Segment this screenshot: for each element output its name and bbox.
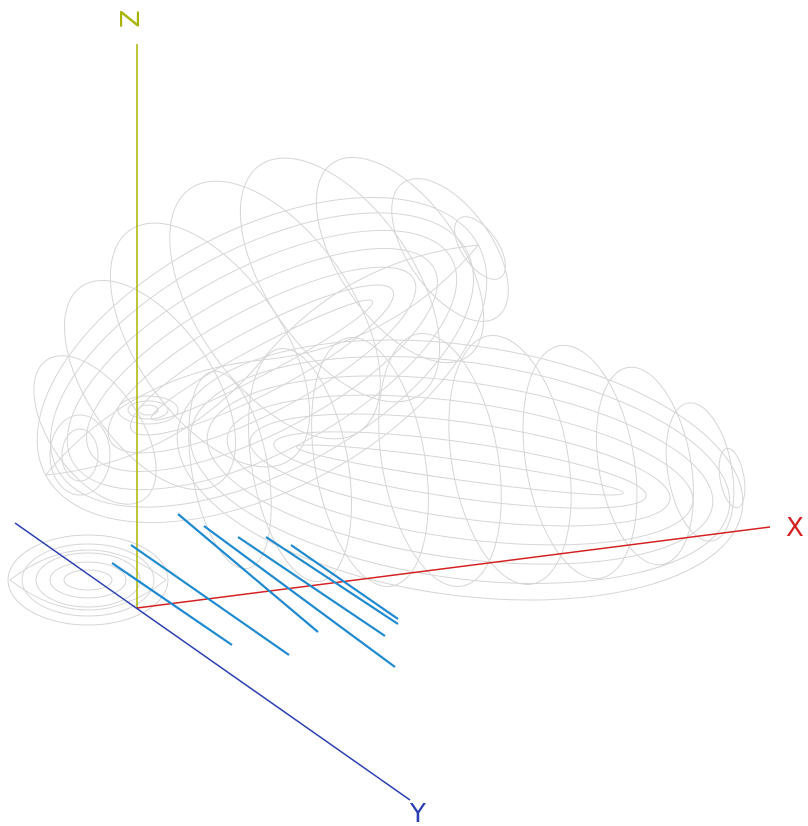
main-lobe (176, 339, 744, 601)
y-axis-line (14, 522, 411, 801)
antenna-element-6 (265, 536, 399, 625)
axes (14, 44, 771, 801)
radiation-pattern-mesh (7, 156, 746, 626)
antenna-element-2 (130, 544, 290, 656)
antenna-element-3 (177, 513, 319, 633)
x-axis-line (136, 526, 771, 609)
yagi-array-icon (111, 513, 399, 668)
center-vortex (49, 395, 179, 496)
x-axis-label: X (786, 513, 804, 543)
y-axis-label: Y (409, 799, 426, 826)
z-axis-label: Z (113, 10, 143, 28)
antenna-element-4 (203, 525, 396, 668)
upper-lobe-rings (33, 156, 509, 505)
minor-lobe (7, 534, 169, 626)
main-lobe-rings (188, 333, 746, 587)
upper-lobe (36, 197, 488, 523)
antenna-element-1 (111, 562, 233, 646)
antenna-element-5 (237, 536, 386, 637)
antenna-element-7 (290, 544, 399, 620)
